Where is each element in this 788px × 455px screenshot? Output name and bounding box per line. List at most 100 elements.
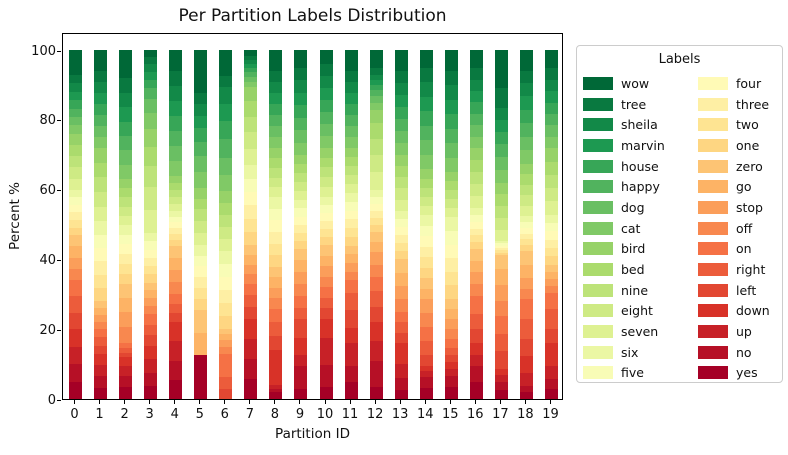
bar-6-segment-sheila — [219, 87, 233, 104]
bar-0-segment-happy — [69, 108, 83, 118]
bar-11-segment-five — [344, 201, 358, 211]
legend-swatch-up — [698, 325, 728, 339]
bar-partition-8 — [269, 50, 283, 399]
bar-4-segment-stop — [169, 270, 183, 283]
bar-6-segment-zero — [219, 328, 233, 335]
y-tick-mark-100 — [57, 50, 61, 52]
bar-6-segment-dog — [219, 157, 233, 175]
bar-14-segment-no — [419, 377, 433, 388]
bar-7-segment-two — [244, 218, 258, 233]
bar-14-segment-go — [419, 288, 433, 300]
legend-item-stop: stop — [698, 197, 782, 218]
bar-7-segment-up — [244, 338, 258, 359]
bar-3-segment-left — [144, 335, 158, 347]
bar-17-segment-happy — [494, 144, 508, 157]
bar-4-segment-zero — [169, 245, 183, 258]
bar-6-segment-cat — [219, 174, 233, 192]
bar-1-segment-six — [94, 221, 108, 235]
bar-7-segment-five — [244, 178, 258, 192]
bar-18-segment-wow — [519, 50, 533, 72]
bar-0-segment-eight — [69, 167, 83, 179]
bar-17-segment-go — [494, 269, 508, 285]
legend-item-on: on — [698, 239, 782, 260]
bar-13-segment-right — [394, 322, 408, 333]
bar-2-segment-five — [119, 234, 133, 245]
legend-label-no: no — [736, 344, 752, 360]
bar-5-segment-seven — [194, 232, 208, 245]
bar-17-segment-on — [494, 316, 508, 334]
bar-10-segment-on — [319, 287, 333, 298]
bar-15-segment-seven — [444, 208, 458, 218]
bar-1-segment-up — [94, 364, 108, 377]
bar-17-segment-tree — [494, 87, 508, 109]
bar-8-segment-house — [269, 103, 283, 116]
bar-13-segment-marvin — [394, 95, 408, 107]
bar-5-segment-marvin — [194, 115, 208, 128]
bar-2-segment-house — [119, 121, 133, 136]
bar-5-segment-wow — [194, 50, 208, 94]
bar-9-segment-house — [294, 105, 308, 118]
legend-label-seven: seven — [621, 324, 659, 340]
x-tick-mark-12 — [374, 400, 376, 404]
legend-item-right: right — [698, 259, 782, 280]
bar-13-segment-zero — [394, 259, 408, 273]
bar-3-segment-wow — [144, 50, 158, 58]
bar-14-segment-seven — [419, 205, 433, 215]
bar-15-segment-cat — [444, 157, 458, 173]
bar-16-segment-yes — [469, 381, 483, 399]
x-tick-mark-0 — [74, 400, 76, 404]
bar-12-segment-bird — [369, 109, 383, 124]
bar-4-segment-four — [169, 222, 183, 229]
legend-label-right: right — [736, 262, 766, 278]
bar-2-segment-cat — [119, 164, 133, 180]
x-tick-label-17: 17 — [492, 407, 509, 422]
bar-18-segment-left — [519, 339, 533, 356]
bar-6-segment-seven — [219, 238, 233, 251]
bar-13-segment-up — [394, 364, 408, 379]
bar-3-segment-seven — [144, 210, 158, 234]
bar-10-segment-stop — [319, 266, 333, 277]
bar-19-segment-seven — [544, 201, 558, 215]
bar-6-segment-eight — [219, 226, 233, 239]
bar-12-segment-no — [369, 360, 383, 387]
bar-2-segment-on — [119, 343, 133, 349]
bar-12-segment-up — [369, 341, 383, 361]
legend-item-seven: seven — [583, 321, 691, 342]
bar-2-segment-sheila — [119, 92, 133, 108]
bar-5-segment-zero — [194, 309, 208, 334]
bar-16-segment-house — [469, 102, 483, 114]
bar-18-segment-up — [519, 372, 533, 386]
bar-1-segment-house — [94, 104, 108, 116]
x-tick-label-1: 1 — [95, 407, 104, 422]
bar-8-segment-yes — [269, 392, 283, 399]
bar-4-segment-tree — [169, 71, 183, 87]
bar-5-segment-yes — [194, 354, 208, 399]
bar-4-segment-marvin — [169, 101, 183, 117]
bar-3-segment-five — [144, 241, 158, 250]
bar-19-segment-no — [544, 379, 558, 389]
legend-label-zero: zero — [736, 158, 763, 174]
bar-11-segment-right — [344, 292, 358, 311]
bar-13-segment-wow — [394, 50, 408, 72]
bar-5-segment-four — [194, 266, 208, 278]
bar-6-segment-happy — [219, 139, 233, 158]
bar-19-segment-go — [544, 271, 558, 279]
bar-0-segment-one — [69, 227, 83, 236]
bar-13-segment-two — [394, 243, 408, 252]
legend-item-three: three — [698, 94, 782, 115]
bar-9-segment-marvin — [294, 92, 308, 106]
bar-16-segment-off — [469, 284, 483, 297]
bar-18-segment-house — [519, 109, 533, 124]
bar-11-segment-dog — [344, 126, 358, 137]
x-tick-mark-1 — [99, 400, 101, 404]
x-tick-mark-5 — [199, 400, 201, 404]
bar-14-segment-bird — [419, 169, 433, 179]
bar-7-segment-right — [244, 295, 258, 308]
bar-0-segment-dog — [69, 117, 83, 126]
bar-3-segment-four — [144, 249, 158, 258]
bar-11-segment-marvin — [344, 93, 358, 105]
bar-17-segment-zero — [494, 255, 508, 270]
bar-3-segment-six — [144, 233, 158, 242]
bar-14-segment-eight — [419, 196, 433, 206]
